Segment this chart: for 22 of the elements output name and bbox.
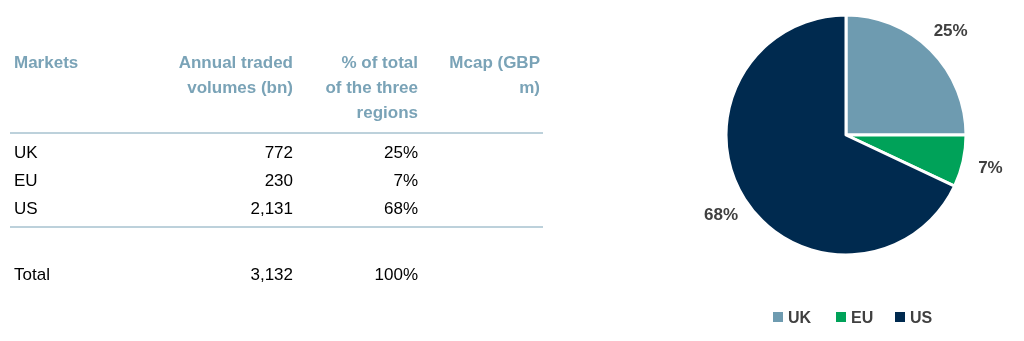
data-label: 25% [933, 20, 968, 40]
legend-label: EU [851, 309, 874, 326]
data-label: 7% [978, 157, 1003, 177]
data-label: 100% [374, 265, 418, 284]
data-label: 2,131 [250, 199, 293, 218]
data-label: 772 [264, 143, 293, 162]
category-label: Total [14, 265, 50, 284]
text: Markets [14, 53, 79, 72]
data-label: 7% [393, 171, 418, 190]
category-label: US [14, 199, 38, 218]
legend-label: UK [788, 309, 812, 326]
data-label: 230 [264, 171, 293, 190]
legend-label: US [910, 309, 933, 326]
data-label: 68% [383, 199, 418, 218]
data-label: 68% [704, 204, 739, 224]
data-label: 3,132 [250, 265, 293, 284]
text: Mcap (GBP m) [449, 53, 540, 97]
text: Annual traded volumes (bn) [178, 53, 293, 97]
data-label: 25% [383, 143, 418, 162]
text: % of total of the three regions [325, 53, 418, 122]
category-label: UK [14, 143, 39, 162]
category-label: EU [14, 171, 38, 190]
